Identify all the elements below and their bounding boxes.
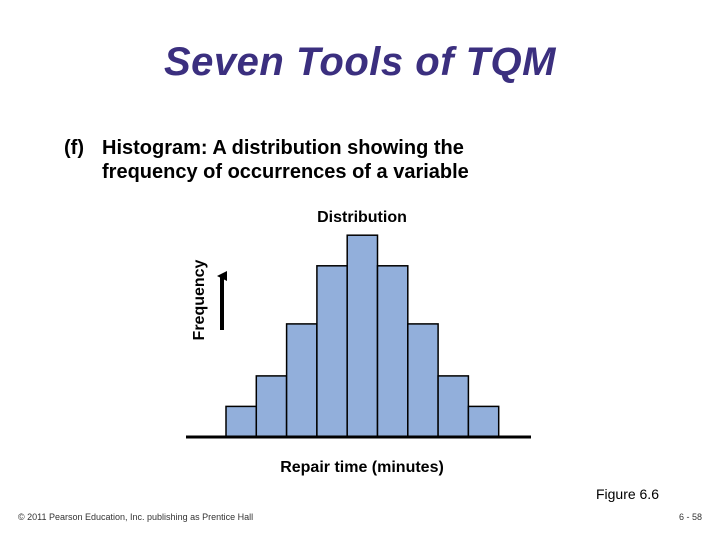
- histogram-bar-9: [467, 405, 500, 438]
- chart-title: Distribution: [317, 209, 407, 226]
- subtitle-label: (f): [64, 137, 84, 159]
- subtitle-line-1: (f) Histogram: A distribution showing the: [64, 136, 684, 160]
- footer-page-number: 6 - 58: [678, 512, 702, 522]
- histogram-bar-4: [316, 265, 348, 438]
- histogram-bar-7: [407, 323, 439, 438]
- figure-label: Figure 6.6: [595, 486, 659, 502]
- slide-subtitle: (f) Histogram: A distribution showing the…: [64, 136, 684, 184]
- y-axis-label: Frequency: [191, 259, 208, 340]
- slide-title: Seven Tools of TQM: [164, 40, 556, 84]
- bars-group: [225, 234, 500, 438]
- histogram-bar-1: [225, 405, 258, 438]
- histogram-bar-5: [346, 234, 379, 438]
- x-axis-label: Repair time (minutes): [280, 459, 444, 476]
- histogram-bar-8: [437, 375, 470, 438]
- footer-copyright: © 2011 Pearson Education, Inc. publishin…: [18, 512, 254, 522]
- subtitle-line-2: frequency of occurrences of a variable: [102, 161, 469, 183]
- histogram-bar-2: [255, 375, 288, 438]
- histogram-bar-6: [376, 265, 409, 438]
- histogram-bar-3: [285, 323, 318, 438]
- subtitle-text-1: Histogram: A distribution showing the: [102, 137, 464, 159]
